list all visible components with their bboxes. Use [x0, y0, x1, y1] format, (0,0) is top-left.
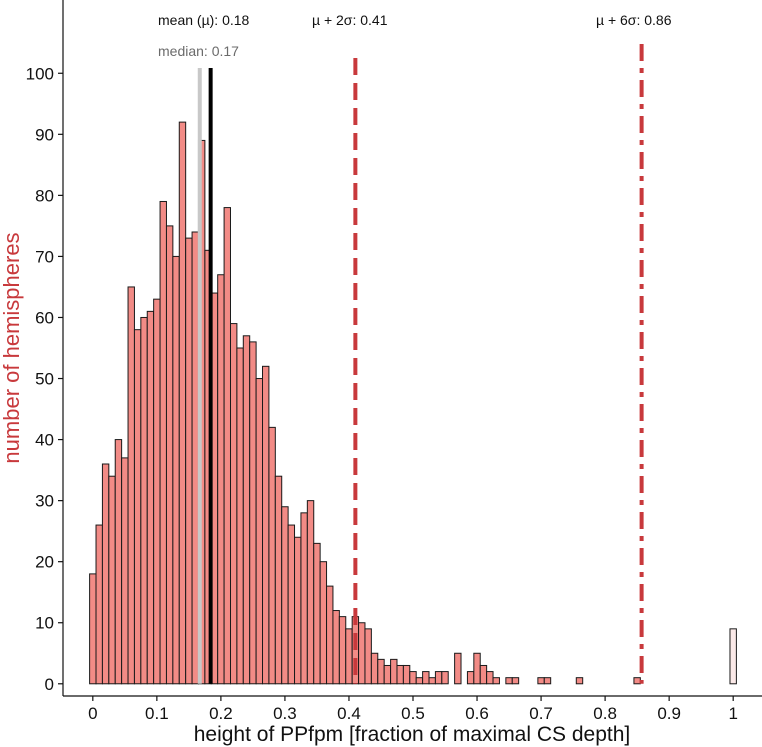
y-tick-label: 30 [35, 492, 54, 511]
x-tick-label: 0.4 [337, 704, 361, 723]
y-tick-label: 90 [35, 125, 54, 144]
histogram-bar [402, 664, 411, 685]
histogram-bar [505, 677, 513, 685]
histogram-bar [415, 677, 424, 685]
histogram-bar [390, 658, 398, 685]
median-annotation: median: 0.17 [158, 43, 239, 59]
histogram-bar [377, 658, 385, 685]
y-tick-label: 0 [45, 675, 54, 694]
histogram-bar [121, 457, 129, 685]
histogram-bar [729, 628, 737, 685]
histogram-bar [633, 677, 641, 685]
y-tick-label: 60 [35, 308, 54, 327]
histogram-bar [178, 121, 187, 685]
histogram-bar [338, 616, 347, 685]
histogram-bar [159, 200, 167, 685]
histogram-bar [101, 463, 110, 685]
y-tick-label: 20 [35, 553, 54, 572]
histogram-bar [306, 500, 315, 685]
mu-plus-2-sigma-annotation: µ + 2σ: 0.41 [312, 12, 388, 28]
histogram-bar [114, 439, 123, 685]
histogram-bar [146, 310, 155, 685]
reference-lines [197, 44, 644, 684]
histogram-bar [313, 542, 321, 685]
histogram-bar [255, 378, 264, 685]
histogram-bar [466, 671, 475, 685]
x-tick-label: 0.7 [529, 704, 553, 723]
histogram-bar [300, 512, 308, 685]
mean-annotation: mean (µ): 0.18 [158, 12, 250, 28]
histogram-bar [268, 426, 276, 685]
histogram-bar [133, 329, 142, 685]
histogram-bar [236, 347, 244, 685]
histogram-bar [383, 664, 392, 685]
x-tick-label: 0.2 [209, 704, 233, 723]
histogram-bar [294, 536, 302, 685]
y-tick-label: 70 [35, 247, 54, 266]
x-axis-title: height of PPfpm [fraction of maximal CS … [194, 723, 631, 746]
x-tick-label: 0.8 [593, 704, 617, 723]
histogram-bar [319, 561, 328, 685]
histogram-bar [185, 237, 193, 685]
histogram-bar [89, 573, 97, 685]
histogram-bar [537, 677, 545, 685]
histogram-bar [242, 335, 251, 685]
histogram-bar [108, 475, 116, 685]
histogram-bar [274, 475, 283, 685]
histogram-bar [249, 341, 257, 685]
histogram-bar [230, 323, 238, 685]
x-axis-ticks: 0 0.1 0.2 0.3 0.4 0.5 0.6 0.7 0.8 0.9 1 [88, 696, 738, 723]
y-axis-title: number of hemispheres [0, 232, 24, 463]
histogram-bar [358, 622, 366, 685]
x-tick-label: 0.5 [401, 704, 425, 723]
histogram-bar [326, 585, 334, 685]
histogram-bar [332, 610, 340, 685]
histogram-bar [575, 677, 584, 685]
histogram-bar [364, 628, 372, 685]
y-tick-label: 40 [35, 431, 54, 450]
histogram-bar [428, 677, 436, 685]
histogram-bar [543, 677, 552, 685]
y-tick-label: 100 [26, 64, 54, 83]
y-tick-label: 10 [35, 614, 54, 633]
histogram-bar [396, 664, 404, 685]
histogram-bar [165, 225, 174, 685]
histogram-bar [217, 274, 225, 685]
mu-plus-6-sigma-annotation: µ + 6σ: 0.86 [596, 12, 672, 28]
histogram-bar [127, 286, 135, 685]
histogram-bar [486, 671, 494, 685]
histogram-bar [153, 298, 161, 685]
x-tick-label: 0.9 [657, 704, 681, 723]
histogram-bar [287, 524, 296, 685]
x-tick-label: 1 [728, 704, 737, 723]
histogram-bar [422, 671, 430, 685]
histogram-bar [511, 677, 520, 685]
histogram-bar [409, 671, 417, 685]
histogram-bar [223, 207, 231, 685]
histogram-bar [370, 652, 379, 685]
histogram-bar [281, 506, 289, 685]
histogram-bar [262, 365, 270, 685]
histogram-bar [140, 316, 148, 685]
histogram-bar [441, 671, 449, 685]
histogram-bar [191, 231, 199, 685]
histogram-bars [89, 121, 737, 685]
histogram-bar [492, 677, 500, 685]
x-tick-label: 0 [88, 704, 97, 723]
histogram-bar [95, 524, 103, 685]
histogram-bar [345, 628, 353, 685]
histogram-bar [479, 664, 488, 685]
histogram-bar [473, 652, 481, 685]
x-tick-label: 0.1 [145, 704, 169, 723]
x-tick-label: 0.6 [465, 704, 489, 723]
y-tick-label: 50 [35, 370, 54, 389]
y-tick-label: 80 [35, 186, 54, 205]
histogram-bar [434, 671, 443, 685]
histogram-bar [454, 652, 462, 685]
x-tick-label: 0.3 [273, 704, 297, 723]
y-axis-ticks: 0 10 20 30 40 50 60 70 80 90 100 [26, 64, 63, 694]
histogram-bar [172, 255, 180, 685]
